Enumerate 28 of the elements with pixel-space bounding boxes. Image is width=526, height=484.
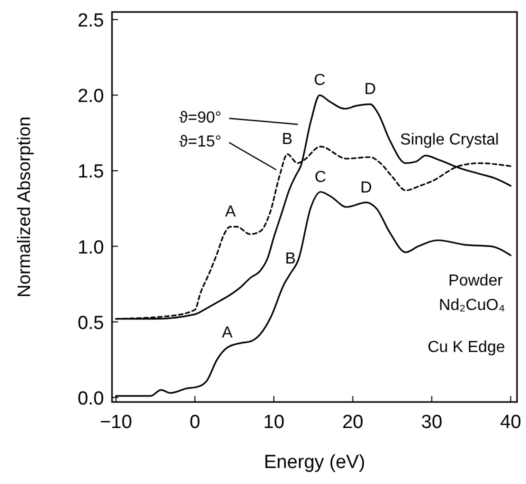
x-tick-label: 20 — [342, 412, 364, 433]
y-tick-label: 1.5 — [78, 162, 104, 183]
x-tick-label: −10 — [100, 412, 132, 433]
y-tick-label: 0.5 — [78, 312, 104, 334]
y-tick-label: 1.0 — [78, 237, 104, 258]
series-label: Powder — [448, 272, 504, 290]
x-tick-label: 40 — [500, 412, 522, 433]
annotation: Cu K Edge — [428, 338, 506, 356]
annotation: Nd₂CuO₄ — [438, 296, 505, 314]
annotation: A — [222, 324, 233, 342]
annotation: D — [360, 179, 372, 196]
x-tick-label: 30 — [421, 412, 442, 433]
x-tick-label: 0 — [190, 412, 200, 433]
y-tick-label: 0.0 — [78, 388, 104, 410]
y-tick-label: 2.0 — [78, 86, 104, 108]
annotation: D — [364, 81, 376, 98]
text: ϑ=15° — [179, 134, 222, 151]
y-tick-label: 2.5 — [78, 10, 104, 32]
annotation: B — [285, 250, 296, 268]
x-axis-title: Energy (eV) — [264, 452, 366, 473]
x-tick-label: 10 — [263, 412, 284, 433]
y-axis-title: Normalized Absorption — [14, 116, 34, 298]
annotation: C — [314, 168, 326, 186]
annotation: Single Crystal — [400, 132, 499, 149]
annotation: B — [282, 131, 293, 148]
annotation: C — [314, 72, 326, 90]
annotation: A — [225, 204, 236, 221]
legend-label: ϑ=90° — [179, 109, 222, 126]
